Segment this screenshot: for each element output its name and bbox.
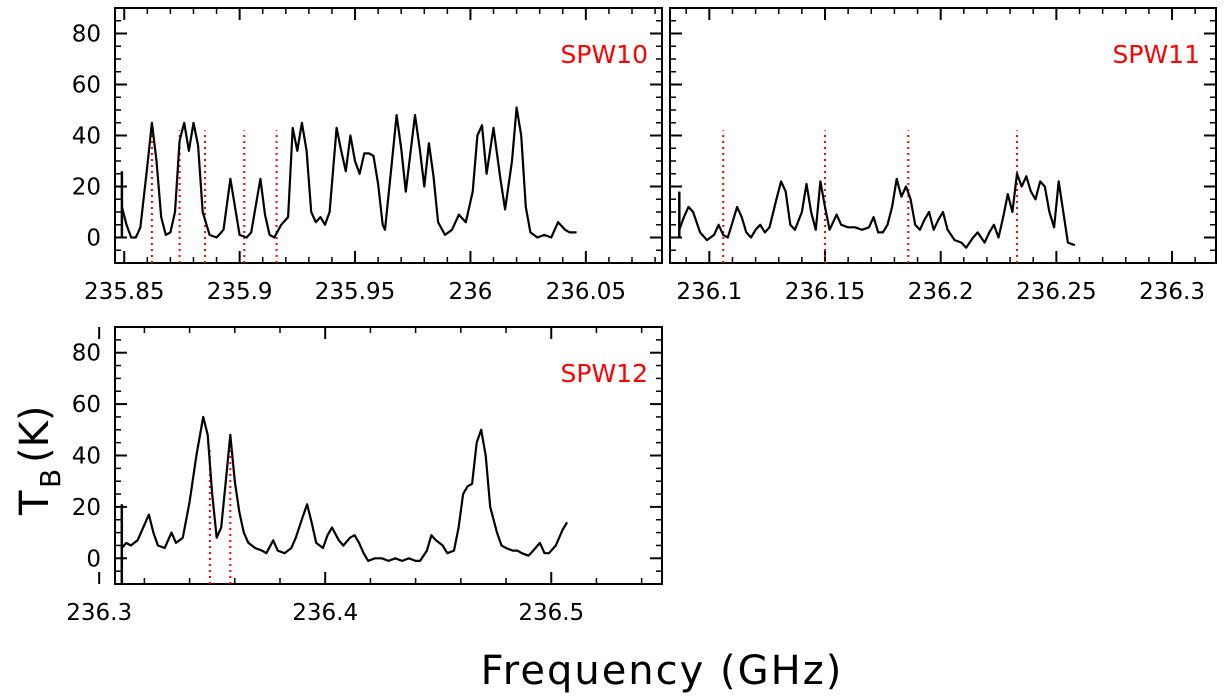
line-markers	[150, 130, 278, 263]
x-tick-label: 236.05	[546, 279, 626, 305]
x-tick-label: 236.3	[66, 600, 132, 626]
y-tick-label: 80	[72, 341, 101, 367]
x-tick-label: 235.85	[84, 279, 164, 305]
x-tick-label: 236.1	[676, 279, 742, 305]
line-markers	[208, 450, 232, 584]
line-markers	[722, 130, 1019, 263]
spectrum-line	[678, 172, 1076, 249]
panel-spw11: 236.1 236.15 236.2 236.25 236.3 SPW11	[669, 7, 1217, 305]
spectrum-line	[120, 415, 569, 562]
panel-spw12: 236.3 236.4 236.5 0 20 40 60 80 SPW12	[66, 326, 663, 626]
y-tick-label: 0	[86, 546, 101, 572]
x-tick-label: 236.4	[292, 600, 358, 626]
spectrum-line	[120, 106, 577, 239]
y-tick-label: 80	[72, 22, 101, 48]
y-tick-labels: 0 20 40 60 80	[72, 341, 101, 573]
axis-ticks	[670, 7, 1216, 264]
x-tick-label: 236	[448, 279, 492, 305]
x-tick-labels: 236.1 236.15 236.2 236.25 236.3	[676, 279, 1205, 305]
panel-label: SPW10	[561, 40, 648, 69]
y-tick-label: 0	[86, 226, 101, 252]
x-tick-labels: 236.3 236.4 236.5	[66, 600, 584, 626]
x-tick-labels: 235.85 235.9 235.95 236 236.05	[84, 279, 626, 305]
y-axis-symbol: T	[12, 490, 58, 516]
y-tick-label: 20	[72, 495, 101, 521]
panel-spw10: 235.85 235.9 235.95 236 236.05 0 20 40 60 80 SPW…	[72, 7, 663, 305]
y-tick-label: 60	[72, 73, 101, 99]
y-axis-unit: (K)	[12, 406, 58, 463]
y-axis-subscript: B	[34, 469, 67, 488]
panel-label: SPW12	[561, 359, 648, 388]
x-tick-label: 236.2	[908, 279, 974, 305]
y-tick-label: 20	[72, 175, 101, 201]
x-tick-label: 236.5	[518, 600, 584, 626]
x-tick-label: 235.9	[207, 279, 273, 305]
x-tick-label: 236.3	[1139, 279, 1205, 305]
y-axis-title: T B (K)	[12, 406, 67, 516]
x-axis-title: Frequency (GHz)	[481, 648, 844, 694]
x-tick-label: 235.95	[315, 279, 395, 305]
y-tick-label: 40	[72, 124, 101, 150]
panel-label: SPW11	[1113, 40, 1200, 69]
x-tick-label: 236.15	[785, 279, 865, 305]
y-tick-label: 60	[72, 392, 101, 418]
x-tick-label: 236.25	[1016, 279, 1096, 305]
y-tick-label: 40	[72, 444, 101, 470]
axis-ticks	[115, 7, 662, 264]
axis-ticks	[98, 326, 662, 585]
y-tick-labels: 0 20 40 60 80	[72, 22, 101, 252]
